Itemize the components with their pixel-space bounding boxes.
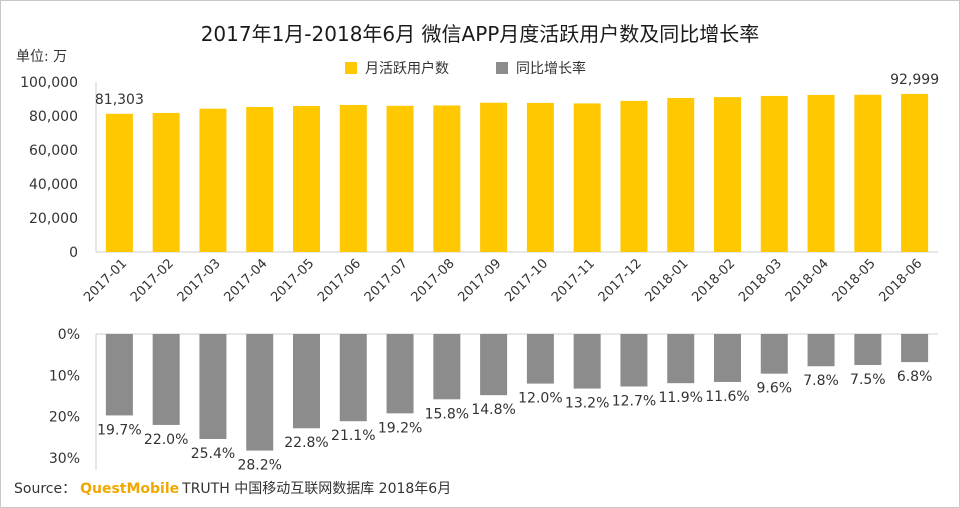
- x-tick-label: 2018-04: [783, 256, 832, 305]
- mau-bar: [339, 104, 367, 252]
- growth-bar: [386, 334, 414, 414]
- legend-label-mau: 月活跃用户数: [365, 61, 449, 77]
- top-y-tick-label: 20,000: [29, 211, 78, 227]
- x-tick-label: 2018-02: [689, 256, 738, 305]
- x-tick-label: 2017-05: [268, 256, 317, 305]
- growth-data-label: 19.7%: [97, 422, 141, 438]
- growth-data-label: 12.7%: [612, 393, 656, 409]
- growth-data-label: 28.2%: [237, 458, 281, 474]
- mau-data-label: 92,999: [890, 72, 939, 88]
- mau-bar: [760, 95, 788, 252]
- mau-bar: [246, 106, 274, 253]
- growth-bar: [339, 334, 367, 422]
- x-tick-label: 2018-01: [643, 256, 692, 305]
- growth-bar: [433, 334, 461, 400]
- bottom-y-tick-label: 0%: [58, 327, 80, 343]
- bottom-y-tick-label: 30%: [49, 451, 80, 467]
- unit-label: 单位: 万: [16, 49, 68, 65]
- top-y-tick-label: 40,000: [29, 177, 78, 193]
- x-tick-label: 2018-03: [736, 256, 785, 305]
- growth-data-label: 21.1%: [331, 428, 375, 444]
- top-y-tick-label: 80,000: [29, 109, 78, 125]
- source-prefix: Source：: [14, 481, 77, 497]
- mau-bar: [667, 97, 695, 252]
- growth-bar: [667, 334, 695, 384]
- x-tick-label: 2017-11: [549, 256, 598, 305]
- x-tick-label: 2017-02: [128, 256, 177, 305]
- growth-data-label: 14.8%: [471, 402, 515, 418]
- mau-data-label: 81,303: [95, 92, 144, 108]
- growth-bar: [526, 334, 554, 384]
- legend-item-mau: 月活跃用户数: [345, 58, 449, 78]
- mau-bar: [105, 113, 133, 252]
- mau-bar: [620, 100, 648, 253]
- x-tick-label: 2017-12: [596, 256, 645, 305]
- growth-data-label: 11.6%: [705, 389, 749, 405]
- mau-bar: [854, 94, 882, 252]
- growth-bar: [480, 334, 508, 396]
- x-tick-label: 2017-04: [222, 256, 271, 305]
- growth-data-label: 22.0%: [144, 432, 188, 448]
- mau-bar: [386, 105, 414, 252]
- growth-data-label: 9.6%: [756, 381, 792, 397]
- growth-data-label: 6.8%: [897, 369, 933, 385]
- x-tick-label: 2017-01: [81, 256, 130, 305]
- growth-bar: [901, 334, 929, 363]
- x-tick-label: 2017-09: [455, 256, 504, 305]
- growth-data-label: 13.2%: [565, 396, 609, 412]
- mau-bar: [293, 105, 320, 252]
- legend-swatch-mau: [345, 62, 357, 74]
- growth-bar: [199, 334, 227, 439]
- mau-bar: [152, 112, 180, 252]
- growth-data-label: 11.9%: [658, 390, 702, 406]
- bottom-y-tick-label: 10%: [49, 368, 80, 384]
- growth-bar: [246, 334, 274, 451]
- top-y-tick-label: 0: [69, 245, 78, 261]
- growth-bar: [105, 334, 133, 416]
- mau-bar: [199, 108, 227, 252]
- x-tick-label: 2017-03: [175, 256, 224, 305]
- mau-bar: [573, 103, 601, 252]
- source-note: Source： QuestMobile TRUTH 中国移动互联网数据库 2018年…: [14, 478, 451, 498]
- mau-bar: [433, 105, 461, 253]
- mau-bar: [714, 97, 741, 252]
- growth-data-label: 7.8%: [803, 373, 839, 389]
- legend-item-growth: 同比增长率: [496, 58, 586, 78]
- growth-bar: [714, 334, 741, 382]
- mau-bar: [526, 102, 554, 252]
- growth-bar: [620, 334, 648, 387]
- growth-bar: [807, 334, 835, 367]
- legend-label-growth: 同比增长率: [516, 61, 586, 77]
- growth-data-label: 22.8%: [284, 435, 328, 451]
- mau-bar: [807, 94, 835, 252]
- growth-bar: [760, 334, 788, 374]
- growth-data-label: 19.2%: [378, 420, 422, 436]
- growth-data-label: 15.8%: [425, 406, 469, 422]
- legend-swatch-growth: [496, 62, 508, 74]
- growth-data-label: 7.5%: [850, 372, 886, 388]
- x-tick-label: 2017-08: [409, 256, 458, 305]
- x-tick-label: 2017-10: [502, 256, 551, 305]
- top-y-tick-label: 100,000: [20, 75, 78, 91]
- bottom-y-tick-label: 20%: [49, 410, 80, 426]
- source-text: TRUTH 中国移动互联网数据库 2018年6月: [182, 481, 452, 497]
- chart-title: 2017年1月-2018年6月 微信APP月度活跃用户数及同比增长率: [200, 22, 760, 46]
- mau-bar: [480, 102, 508, 253]
- mau-bar: [901, 93, 929, 252]
- growth-bar: [293, 334, 320, 429]
- growth-data-label: 12.0%: [518, 391, 562, 407]
- top-y-tick-label: 60,000: [29, 143, 78, 159]
- growth-bar: [854, 334, 882, 365]
- x-tick-label: 2018-05: [830, 256, 879, 305]
- x-tick-label: 2018-06: [876, 256, 925, 305]
- source-brand: QuestMobile: [80, 481, 180, 497]
- growth-bar: [573, 334, 601, 389]
- x-tick-label: 2017-06: [315, 256, 364, 305]
- growth-bar: [152, 334, 180, 425]
- growth-data-label: 25.4%: [191, 446, 235, 462]
- x-tick-label: 2017-07: [362, 256, 411, 305]
